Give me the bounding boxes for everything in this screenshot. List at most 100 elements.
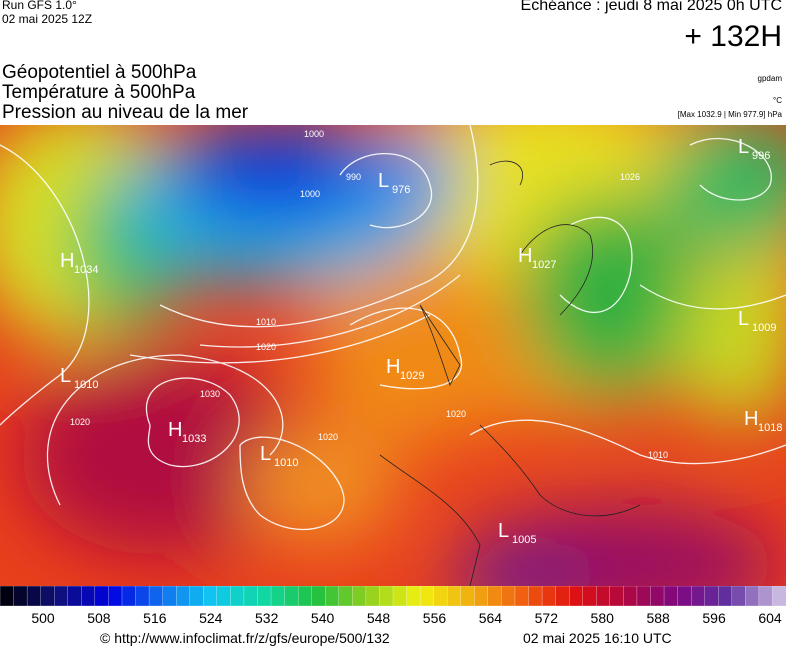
isobar-label: 1020 <box>70 417 90 427</box>
isobar-label: 1020 <box>318 432 338 442</box>
colorbar-swatch <box>243 586 259 607</box>
pressure-center-letter: L <box>738 308 749 330</box>
isobar-label: 1010 <box>256 317 276 327</box>
colorbar-swatch <box>135 586 150 607</box>
colorbar-swatch <box>67 586 82 607</box>
colorbar-swatch <box>555 586 570 607</box>
colorbar-swatch <box>297 586 313 607</box>
colorbar-swatch <box>460 586 475 607</box>
colorbar-swatch <box>121 586 137 607</box>
colorbar-swatch <box>704 586 719 607</box>
colorbar: 500 508 516 524 532 540 548 556 564 572 580 588 596 6… <box>0 586 786 626</box>
colorbar-swatch <box>596 586 611 607</box>
colorbar-swatch <box>433 586 448 607</box>
pressure-center-letter: H <box>744 408 758 430</box>
colorbar-swatch <box>81 586 96 607</box>
colorbar-label: 532 <box>255 610 279 626</box>
pressure-center-letter: L <box>60 365 71 387</box>
lead-time: + 132H <box>684 20 782 53</box>
pressure-center-letter: L <box>378 170 389 192</box>
pressure-center-letter: H <box>386 356 400 378</box>
colorbar-swatch <box>541 586 557 607</box>
pressure-center-value: 1029 <box>400 370 424 382</box>
colorbar-swatch <box>731 586 746 607</box>
colorbar-swatch <box>26 586 42 607</box>
colorbar-swatch <box>609 586 625 607</box>
colorbar-swatch <box>758 586 774 607</box>
colorbar-swatch <box>148 586 164 607</box>
pressure-center-letter: L <box>260 443 271 465</box>
colorbar-swatch <box>176 586 191 607</box>
colorbar-label: 500 <box>31 610 55 626</box>
pressure-center-letter: H <box>518 245 532 267</box>
unit: gpdam <box>757 74 782 83</box>
title: Pression au niveau de la mer <box>2 102 249 123</box>
colorbar-label: 508 <box>87 610 111 626</box>
colorbar-label: 572 <box>535 610 559 626</box>
colorbar-swatch <box>501 586 516 607</box>
colorbar-swatch <box>284 586 299 607</box>
colorbar-swatch <box>569 586 584 607</box>
isobar-label: 1026 <box>620 172 640 182</box>
isobar-label: 1030 <box>200 389 220 399</box>
colorbar-swatch <box>325 586 340 607</box>
isobar-label: 990 <box>346 172 361 182</box>
colorbar-label: 524 <box>199 610 223 626</box>
colorbar-swatch <box>379 586 394 607</box>
colorbar-swatch <box>40 586 55 607</box>
colorbar-swatch <box>203 586 218 607</box>
pressure-center-letter: L <box>738 136 749 158</box>
colorbar-swatch <box>447 586 462 607</box>
colorbar-swatch <box>528 586 543 607</box>
colorbar-label: 516 <box>143 610 167 626</box>
pressure-center-value: 1010 <box>274 457 298 469</box>
colorbar-label: 548 <box>367 610 391 626</box>
colorbar-swatch <box>94 586 110 607</box>
isobar-label: 1020 <box>446 409 466 419</box>
colorbar-swatch <box>406 586 421 607</box>
colorbar-swatch <box>690 586 706 607</box>
colorbar-swatch <box>392 586 408 607</box>
colorbar-label: 564 <box>479 610 503 626</box>
colorbar-swatch <box>162 586 177 607</box>
title: Température à 500hPa <box>2 82 196 103</box>
pressure-center-value: 996 <box>752 150 770 162</box>
isobar-label: 1000 <box>304 129 324 139</box>
colorbar-swatch <box>365 586 381 607</box>
colorbar-label: 588 <box>646 610 670 626</box>
pressure-center-value: 1027 <box>532 259 556 271</box>
colorbar-swatch <box>108 586 123 607</box>
colorbar-swatch <box>636 586 652 607</box>
colorbar-swatch <box>54 586 69 607</box>
pressure-center-value: 1034 <box>74 264 98 276</box>
isobar-label: 1010 <box>648 450 668 460</box>
colorbar-swatch <box>230 586 245 607</box>
pressure-center-value: 1033 <box>182 433 206 445</box>
unit: °C <box>773 96 782 105</box>
pressure-center-value: 1005 <box>512 534 536 546</box>
echeance: Echéance : jeudi 8 mai 2025 0h UTC <box>520 0 782 14</box>
title: Géopotentiel à 500hPa <box>2 62 197 83</box>
colorbar-swatch <box>270 586 286 607</box>
colorbar-swatch <box>745 586 760 607</box>
pressure-center-value: 1010 <box>74 379 98 391</box>
colorbar-label: 580 <box>591 610 615 626</box>
isobar-label: 1020 <box>256 342 276 352</box>
colorbar-label: 596 <box>702 610 726 626</box>
pressure-center-letter: H <box>60 250 74 272</box>
colorbar-swatch <box>216 586 232 607</box>
colorbar-swatch <box>13 586 28 607</box>
run: Run GFS 1.0° <box>2 0 77 12</box>
colorbar-swatch <box>474 586 489 607</box>
colorbar-swatch <box>663 586 679 607</box>
colorbar-swatch <box>582 586 597 607</box>
colorbar-swatch <box>772 586 786 607</box>
colorbar-swatch <box>718 586 733 607</box>
isobar-label: 1000 <box>300 189 320 199</box>
run-info: 02 mai 2025 16:10 UTC <box>523 630 672 646</box>
colorbar-swatch <box>487 586 503 607</box>
pressure-center-letter: H <box>168 419 182 441</box>
colorbar-swatch <box>419 586 435 607</box>
